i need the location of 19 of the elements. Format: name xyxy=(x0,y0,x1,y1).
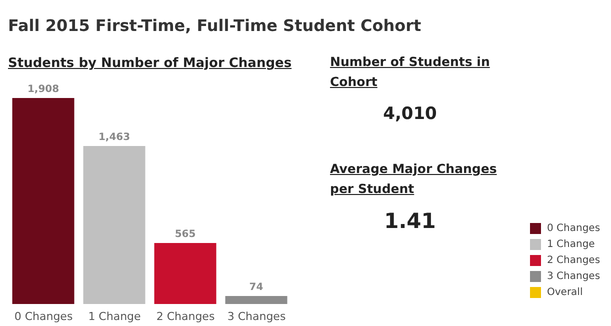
legend-label: Overall xyxy=(547,286,583,298)
category-label: Average Major Changes per Student xyxy=(330,160,498,198)
x-tick-label: 3 Changes xyxy=(227,310,286,323)
x-tick-label: 2 Changes xyxy=(156,310,215,323)
chart-subtitle: Students by Number of Major Changes xyxy=(8,56,292,71)
data-label: 565 xyxy=(174,229,196,240)
data-label: 74 xyxy=(249,282,264,294)
category-label: Number of Students in Cohort xyxy=(330,53,491,91)
legend-label: 0 Changes xyxy=(547,222,600,234)
data-label: 1,463 xyxy=(98,132,130,144)
x-tick-label: 1 Change xyxy=(88,310,142,323)
legend-label: 3 Changes xyxy=(547,270,600,282)
x-tick-label: 0 Changes xyxy=(14,310,73,323)
text: 4,010 xyxy=(383,104,437,124)
legend-label: 1 Change xyxy=(547,238,595,250)
legend-label: 2 Changes xyxy=(547,254,600,266)
text: 1.41 xyxy=(384,209,436,233)
chart-title: Fall 2015 First-Time, Full-Time Student Cohort xyxy=(8,16,422,35)
data-label: 1,908 xyxy=(27,84,60,95)
